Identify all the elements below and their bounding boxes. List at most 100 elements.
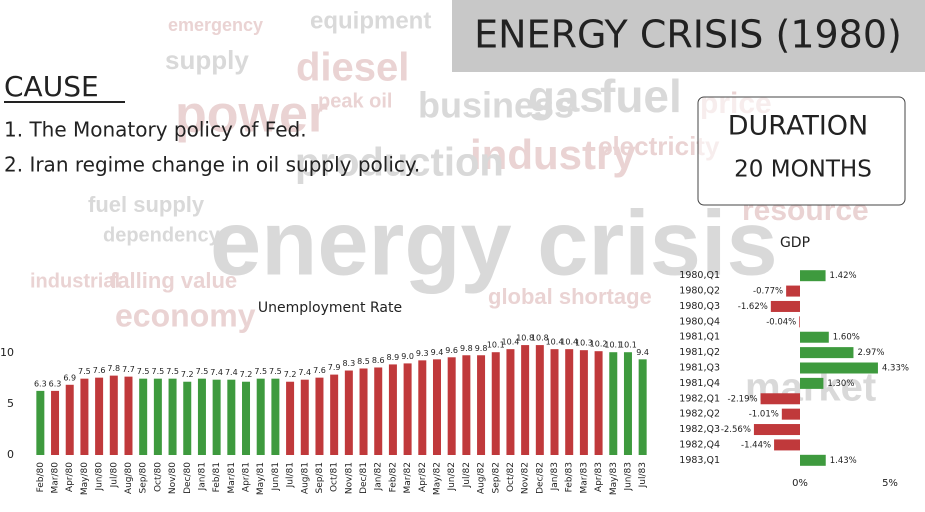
x-tick-label: Jul/82 <box>462 462 472 488</box>
value-label: 7.5 <box>137 367 150 376</box>
value-label: 4.33% <box>882 364 909 374</box>
value-label: 9.6 <box>445 346 458 355</box>
bar <box>786 285 800 297</box>
bar <box>535 345 544 455</box>
x-tick-label: May/81 <box>256 462 266 495</box>
bar <box>800 454 826 466</box>
value-label: 8.6 <box>372 356 385 365</box>
bar <box>506 349 515 455</box>
bar <box>638 359 647 455</box>
value-label: 8.9 <box>387 353 400 362</box>
value-label: 6.3 <box>34 379 47 388</box>
background-word: business <box>418 85 574 126</box>
x-tick-label: Jun/82 <box>447 462 457 492</box>
bar <box>800 377 824 389</box>
bar <box>753 424 800 436</box>
bar <box>462 355 471 455</box>
bar <box>344 370 353 455</box>
x-tick-label: Sep/82 <box>491 462 501 493</box>
x-tick-label: Dec/82 <box>535 462 545 494</box>
bar <box>521 345 530 455</box>
x-tick-label: Jan/83 <box>550 462 560 491</box>
value-label: 10.8 <box>531 334 549 343</box>
value-label: -2.56% <box>721 425 751 435</box>
value-label: 7.9 <box>328 363 341 372</box>
value-label: 7.5 <box>254 367 267 376</box>
value-label: 7.5 <box>269 367 282 376</box>
x-tick-label: May/83 <box>609 462 619 495</box>
x-tick-label: Oct/81 <box>330 462 340 492</box>
value-label: 2.97% <box>857 348 884 358</box>
bar <box>197 378 206 455</box>
x-tick-label: Apr/82 <box>418 462 428 492</box>
x-tick-label: 5% <box>882 478 898 489</box>
value-label: -0.77% <box>753 287 783 297</box>
charts: Unemployment Rate 0 5 10 6.3 Feb/80 6.3 Mar/80 6… <box>0 235 909 495</box>
x-tick-label: Feb/81 <box>212 462 222 492</box>
value-label: 6.3 <box>49 379 62 388</box>
x-tick-label: Jul/81 <box>286 462 296 488</box>
page-title: ENERGY CRISIS (1980) <box>474 13 902 57</box>
value-label: -1.62% <box>738 302 768 312</box>
value-label: 10.1 <box>619 341 637 350</box>
x-tick-label: Aug/82 <box>477 462 487 494</box>
duration-value: 20 MONTHS <box>734 157 872 183</box>
value-label: 10.1 <box>487 341 505 350</box>
bar <box>256 378 265 455</box>
background-word: industry <box>470 131 636 178</box>
bar <box>594 351 603 455</box>
background-word: fuel supply <box>88 192 205 217</box>
background-word: emergency <box>168 15 263 35</box>
x-tick-label: Mar/83 <box>579 462 589 493</box>
bar <box>800 270 826 282</box>
value-label: 10.2 <box>590 340 608 349</box>
value-label: 7.5 <box>152 367 165 376</box>
value-label: 9.8 <box>460 344 473 353</box>
y-tick-label: 5 <box>7 397 14 410</box>
value-label: 1.60% <box>833 333 860 343</box>
cause-item: 2. Iran regime change in oil supply poli… <box>4 153 420 177</box>
title-banner <box>452 0 925 72</box>
value-label: 1.42% <box>830 271 857 281</box>
bar <box>760 393 800 405</box>
background-word: diesel <box>296 46 409 90</box>
x-tick-label: Oct/80 <box>153 462 163 492</box>
bar <box>153 378 162 455</box>
bar <box>418 360 427 455</box>
x-tick-label: Jul/83 <box>638 462 648 488</box>
x-tick-label: May/82 <box>432 462 442 495</box>
x-tick-label: Mar/82 <box>403 462 413 493</box>
value-label: 7.4 <box>298 368 311 377</box>
background-word: industrial <box>30 270 120 292</box>
value-label: 7.5 <box>166 367 179 376</box>
x-tick-label: Sep/80 <box>139 462 149 494</box>
cause-heading: CAUSE <box>4 70 99 103</box>
x-tick-label: Dec/80 <box>183 462 193 494</box>
x-tick-label: Jun/81 <box>271 462 281 492</box>
bar <box>800 362 878 374</box>
x-tick-label: 0% <box>792 478 808 489</box>
x-tick-label: Jan/81 <box>197 462 207 491</box>
y-tick-label: 10 <box>0 346 14 359</box>
value-label: 9.3 <box>416 349 429 358</box>
bar <box>315 377 324 455</box>
bar <box>799 316 800 328</box>
bar <box>168 378 177 455</box>
value-label: 6.9 <box>63 373 76 382</box>
x-tick-label: Aug/80 <box>124 462 134 494</box>
bar <box>432 359 441 455</box>
x-tick-label: Aug/81 <box>300 462 310 494</box>
bar <box>271 378 280 455</box>
x-tick-label: Jan/82 <box>374 462 384 491</box>
value-label: 7.4 <box>210 368 223 377</box>
y-tick-label: 1980,Q2 <box>679 286 720 297</box>
background-word: global shortage <box>488 284 652 309</box>
bar <box>36 390 45 455</box>
y-tick-label: 1981,Q1 <box>679 332 720 343</box>
value-label: 8.5 <box>357 357 370 366</box>
background-word: falling value <box>110 268 237 293</box>
y-tick-label: 1981,Q3 <box>679 363 720 374</box>
x-tick-label: Jun/80 <box>95 462 105 492</box>
